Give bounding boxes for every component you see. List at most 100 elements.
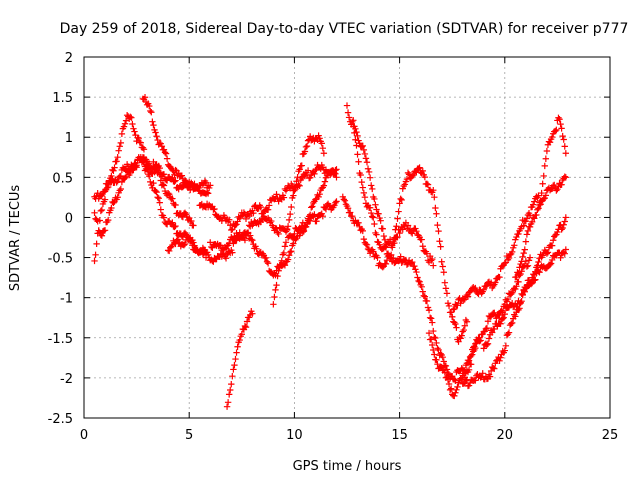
data-point — [523, 231, 531, 238]
series-sat-f — [196, 161, 340, 234]
series-sat-n — [449, 173, 570, 321]
data-point — [416, 164, 423, 171]
data-point — [423, 180, 431, 188]
series-sat-q — [512, 114, 570, 281]
data-point — [490, 364, 497, 372]
data-point — [101, 196, 109, 203]
y-tick-label: -2.5 — [48, 412, 73, 427]
data-point — [203, 189, 211, 196]
data-points — [91, 94, 570, 410]
data-point — [322, 166, 330, 173]
data-point — [423, 297, 431, 305]
data-point — [150, 121, 157, 129]
series-sat-b — [91, 154, 197, 229]
data-point — [268, 217, 275, 225]
data-point — [360, 189, 368, 197]
data-point — [249, 310, 256, 317]
data-point — [233, 221, 240, 228]
data-point — [507, 290, 515, 298]
data-point — [433, 339, 440, 347]
data-point — [166, 191, 173, 198]
data-point — [547, 260, 555, 267]
data-point — [224, 399, 232, 406]
data-point — [110, 167, 117, 174]
data-point — [354, 132, 361, 140]
data-point — [265, 202, 273, 209]
data-point — [304, 167, 312, 174]
data-point — [273, 281, 280, 289]
data-point — [369, 213, 376, 220]
data-point — [110, 199, 117, 207]
data-point — [273, 191, 280, 198]
data-point — [354, 151, 361, 158]
data-point — [444, 376, 452, 383]
plot-frame — [83, 56, 611, 419]
data-point — [172, 222, 179, 230]
data-point — [539, 180, 546, 187]
y-tick-label: -1.5 — [48, 332, 73, 347]
data-point — [160, 182, 168, 189]
data-point — [281, 243, 289, 250]
data-point — [396, 200, 403, 207]
data-point — [241, 236, 249, 244]
series-sat-p — [480, 246, 570, 352]
data-point — [97, 231, 105, 239]
data-point — [445, 380, 453, 388]
data-point — [442, 285, 450, 292]
data-point — [98, 232, 106, 239]
data-point — [190, 222, 197, 229]
data-point — [360, 146, 368, 154]
x-tick-label: 15 — [391, 428, 408, 443]
data-point — [156, 199, 163, 206]
data-point — [238, 331, 245, 338]
data-point — [204, 190, 212, 197]
data-point — [296, 166, 303, 173]
data-point — [363, 159, 371, 166]
data-point — [142, 165, 150, 173]
data-point — [501, 310, 508, 318]
x-tick-label: 10 — [286, 428, 303, 443]
data-point — [532, 276, 539, 283]
y-tick-label: -2 — [60, 372, 73, 387]
data-point — [290, 240, 297, 247]
data-point — [534, 206, 541, 213]
data-point — [296, 232, 303, 239]
data-point — [367, 182, 375, 189]
data-point — [143, 166, 151, 173]
data-point — [527, 280, 535, 288]
data-point — [117, 139, 125, 147]
data-point — [310, 199, 317, 207]
data-point — [472, 344, 479, 352]
x-tick-label: 25 — [602, 428, 619, 443]
data-point — [531, 198, 538, 205]
data-point — [543, 147, 551, 155]
data-point — [518, 258, 525, 265]
data-point — [316, 135, 323, 142]
data-point — [374, 254, 381, 261]
data-point — [274, 272, 281, 280]
data-point — [445, 302, 453, 310]
data-point — [401, 181, 409, 188]
y-axis-label: SDTVAR / TECUs — [8, 185, 23, 292]
data-point — [429, 341, 436, 349]
data-point — [281, 262, 289, 269]
data-point — [320, 150, 328, 157]
data-point — [233, 349, 240, 356]
data-point — [451, 376, 458, 383]
data-point — [180, 241, 188, 249]
data-point — [140, 146, 148, 153]
data-point — [558, 226, 565, 233]
data-point — [299, 228, 307, 236]
data-point — [433, 210, 440, 217]
data-point — [409, 230, 416, 237]
data-point — [331, 169, 338, 177]
data-point — [181, 229, 189, 237]
y-tick-label: 0.5 — [52, 171, 73, 186]
data-point — [113, 158, 120, 165]
data-point — [161, 149, 169, 156]
data-point — [437, 350, 444, 357]
data-point — [278, 257, 285, 264]
data-point — [546, 139, 554, 146]
data-point — [344, 109, 352, 116]
data-point — [274, 229, 281, 236]
